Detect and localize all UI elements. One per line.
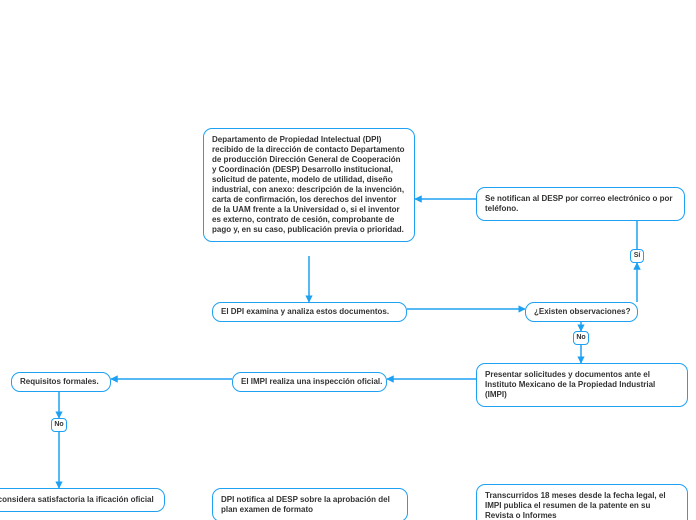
node-requisitos-formales: Requisitos formales. <box>11 372 111 392</box>
node-impi-satisfactoria: IMPI considera satisfactoria la ificació… <box>0 488 165 512</box>
label-si: Sí <box>630 249 644 263</box>
node-presentar-impi: Presentar solicitudes y documentos ante … <box>476 363 688 407</box>
flowchart-stage: Departamento de Propiedad Intelectual (D… <box>0 0 696 520</box>
edges-layer <box>0 0 696 520</box>
node-existen-observaciones: ¿Existen observaciones? <box>525 302 638 322</box>
node-impi-inspeccion: El IMPI realiza una inspección oficial. <box>232 372 387 392</box>
node-dpi-examina: El DPI examina y analiza estos documento… <box>212 302 407 322</box>
node-notify-desp: Se notifican al DESP por correo electrón… <box>476 187 685 221</box>
node-18-meses: Transcurridos 18 meses desde la fecha le… <box>476 484 688 520</box>
node-dpi-intro: Departamento de Propiedad Intelectual (D… <box>203 128 415 242</box>
label-no-2: No <box>51 418 67 432</box>
label-no-1: No <box>573 331 589 345</box>
node-dpi-notifica-aprobacion: DPI notifica al DESP sobre la aprobación… <box>212 488 408 520</box>
